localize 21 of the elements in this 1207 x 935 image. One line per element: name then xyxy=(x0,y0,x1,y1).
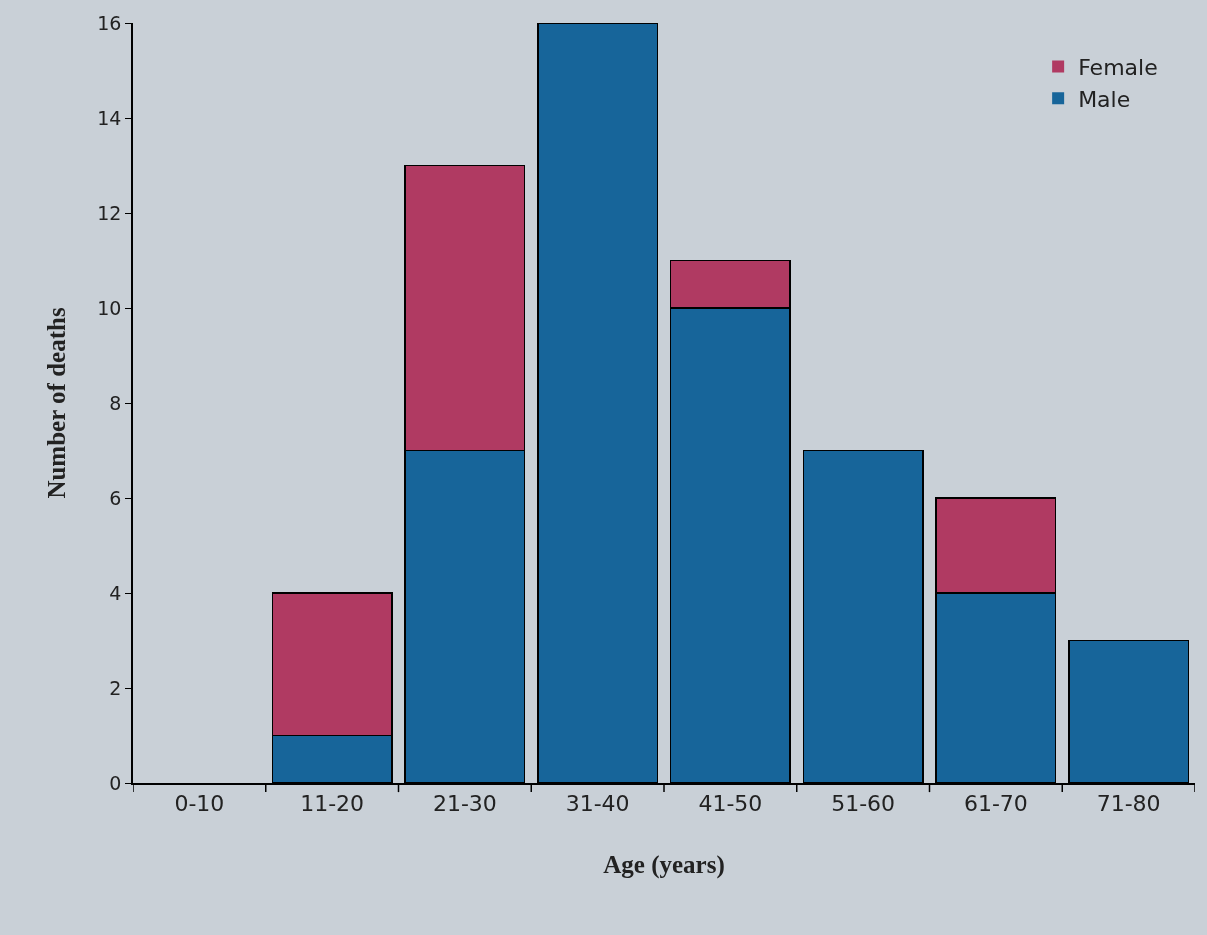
y-tick-label: 12 xyxy=(97,201,122,224)
x-tick-label: 0-10 xyxy=(174,791,225,817)
x-tick-label: 51-60 xyxy=(831,791,896,817)
x-tick-label: 61-70 xyxy=(963,791,1028,817)
y-tick-label: 6 xyxy=(109,486,122,509)
x-tick-label: 21-30 xyxy=(432,791,497,817)
legend-label: Female xyxy=(1078,55,1158,81)
y-tick-label: 14 xyxy=(97,106,122,129)
y-tick-label: 0 xyxy=(109,771,122,794)
x-axis-title: Age (years) xyxy=(603,850,725,879)
y-tick-label: 8 xyxy=(109,391,122,414)
x-tick-label: 71-80 xyxy=(1096,791,1161,817)
y-axis-title: Number of deaths xyxy=(42,307,70,499)
x-tick-label: 41-50 xyxy=(698,791,763,817)
y-tick-label: 10 xyxy=(97,296,122,319)
y-tick-label: 4 xyxy=(109,581,122,604)
x-tick-label: 11-20 xyxy=(300,791,365,817)
y-tick-label: 2 xyxy=(109,676,122,699)
legend-label: Male xyxy=(1078,86,1131,112)
x-tick-label: 31-40 xyxy=(565,791,630,817)
y-tick-label: 16 xyxy=(97,11,122,34)
